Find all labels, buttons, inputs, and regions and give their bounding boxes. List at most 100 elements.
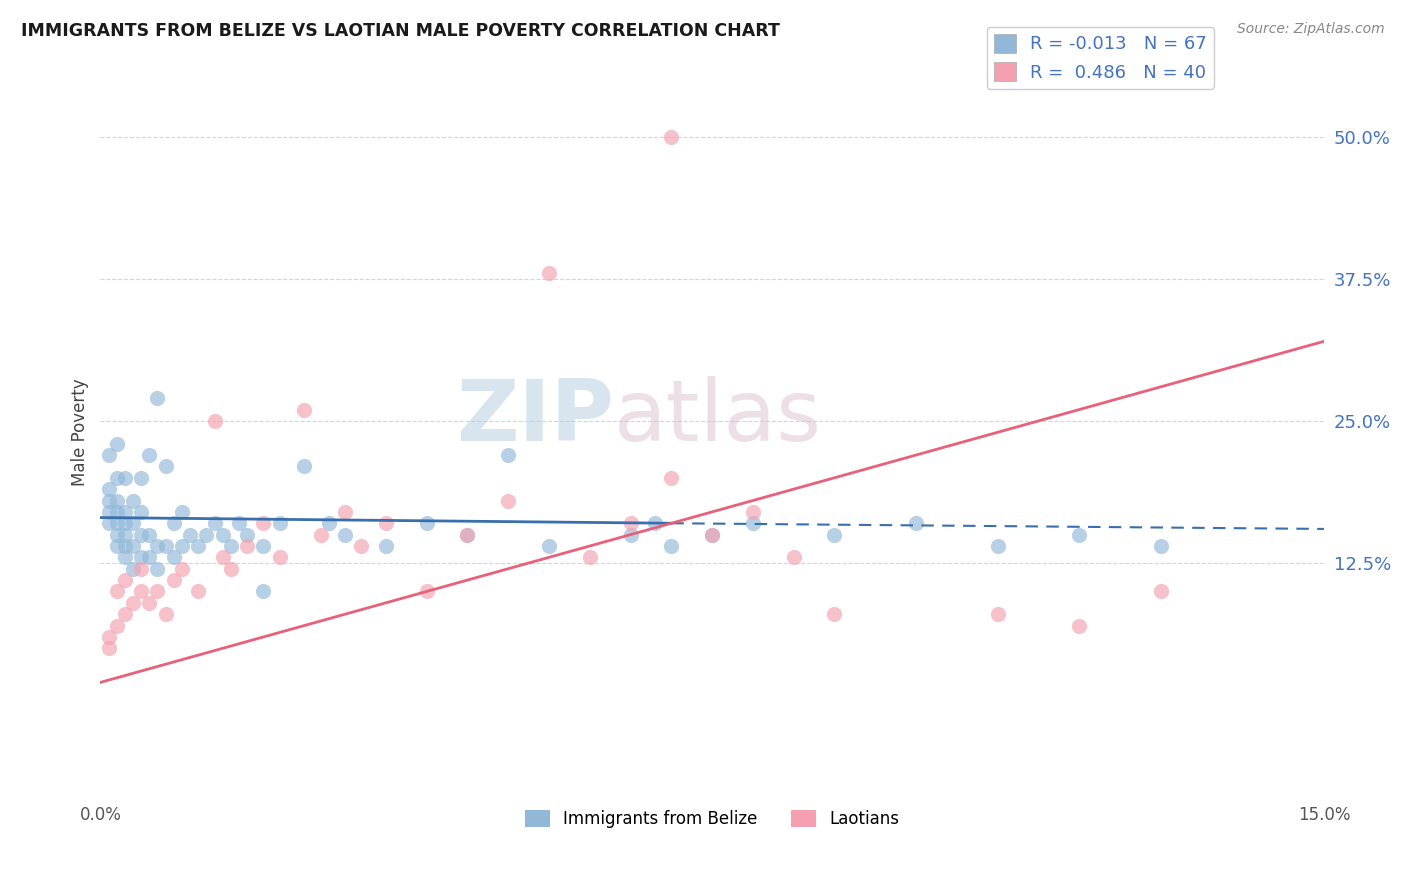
Immigrants from Belize <box>146 562 169 576</box>
Text: atlas: atlas <box>614 376 823 459</box>
Laotians <box>374 516 396 531</box>
Immigrants from Belize <box>114 539 136 553</box>
Immigrants from Belize <box>155 459 177 474</box>
Laotians <box>415 584 437 599</box>
Laotians <box>122 596 145 610</box>
Laotians <box>211 550 233 565</box>
Laotians <box>219 562 242 576</box>
Immigrants from Belize <box>97 505 120 519</box>
Immigrants from Belize <box>456 527 478 541</box>
Immigrants from Belize <box>97 448 120 462</box>
Immigrants from Belize <box>187 539 209 553</box>
Immigrants from Belize <box>122 539 145 553</box>
Laotians <box>204 414 226 428</box>
Immigrants from Belize <box>163 550 186 565</box>
Immigrants from Belize <box>122 493 145 508</box>
Immigrants from Belize <box>129 550 152 565</box>
Immigrants from Belize <box>114 550 136 565</box>
Laotians <box>659 471 682 485</box>
Legend: Immigrants from Belize, Laotians: Immigrants from Belize, Laotians <box>519 804 905 835</box>
Immigrants from Belize <box>114 471 136 485</box>
Immigrants from Belize <box>269 516 291 531</box>
Laotians <box>163 573 186 587</box>
Immigrants from Belize <box>195 527 218 541</box>
Immigrants from Belize <box>146 539 169 553</box>
Immigrants from Belize <box>700 527 723 541</box>
Immigrants from Belize <box>1069 527 1091 541</box>
Immigrants from Belize <box>292 459 315 474</box>
Immigrants from Belize <box>179 527 201 541</box>
Laotians <box>824 607 846 622</box>
Immigrants from Belize <box>905 516 928 531</box>
Immigrants from Belize <box>114 516 136 531</box>
Laotians <box>1150 584 1173 599</box>
Immigrants from Belize <box>105 505 128 519</box>
Laotians <box>114 573 136 587</box>
Laotians <box>333 505 356 519</box>
Immigrants from Belize <box>114 527 136 541</box>
Laotians <box>578 550 600 565</box>
Immigrants from Belize <box>824 527 846 541</box>
Laotians <box>236 539 259 553</box>
Immigrants from Belize <box>644 516 666 531</box>
Immigrants from Belize <box>138 448 160 462</box>
Laotians <box>187 584 209 599</box>
Immigrants from Belize <box>619 527 641 541</box>
Y-axis label: Male Poverty: Male Poverty <box>72 378 89 486</box>
Immigrants from Belize <box>333 527 356 541</box>
Immigrants from Belize <box>415 516 437 531</box>
Immigrants from Belize <box>741 516 763 531</box>
Laotians <box>659 129 682 144</box>
Immigrants from Belize <box>155 539 177 553</box>
Immigrants from Belize <box>129 527 152 541</box>
Immigrants from Belize <box>228 516 250 531</box>
Laotians <box>170 562 193 576</box>
Text: Source: ZipAtlas.com: Source: ZipAtlas.com <box>1237 22 1385 37</box>
Laotians <box>309 527 332 541</box>
Immigrants from Belize <box>163 516 186 531</box>
Laotians <box>105 584 128 599</box>
Laotians <box>456 527 478 541</box>
Laotians <box>619 516 641 531</box>
Immigrants from Belize <box>105 539 128 553</box>
Laotians <box>700 527 723 541</box>
Laotians <box>155 607 177 622</box>
Text: IMMIGRANTS FROM BELIZE VS LAOTIAN MALE POVERTY CORRELATION CHART: IMMIGRANTS FROM BELIZE VS LAOTIAN MALE P… <box>21 22 780 40</box>
Immigrants from Belize <box>219 539 242 553</box>
Immigrants from Belize <box>170 505 193 519</box>
Immigrants from Belize <box>97 516 120 531</box>
Immigrants from Belize <box>146 391 169 405</box>
Laotians <box>252 516 274 531</box>
Immigrants from Belize <box>138 527 160 541</box>
Immigrants from Belize <box>211 527 233 541</box>
Immigrants from Belize <box>537 539 560 553</box>
Laotians <box>741 505 763 519</box>
Laotians <box>1069 618 1091 632</box>
Laotians <box>114 607 136 622</box>
Laotians <box>97 641 120 656</box>
Immigrants from Belize <box>252 539 274 553</box>
Immigrants from Belize <box>122 562 145 576</box>
Immigrants from Belize <box>318 516 340 531</box>
Immigrants from Belize <box>105 493 128 508</box>
Laotians <box>350 539 373 553</box>
Immigrants from Belize <box>105 471 128 485</box>
Immigrants from Belize <box>129 505 152 519</box>
Laotians <box>129 562 152 576</box>
Immigrants from Belize <box>374 539 396 553</box>
Immigrants from Belize <box>105 516 128 531</box>
Immigrants from Belize <box>496 448 519 462</box>
Laotians <box>138 596 160 610</box>
Immigrants from Belize <box>252 584 274 599</box>
Immigrants from Belize <box>204 516 226 531</box>
Laotians <box>987 607 1010 622</box>
Laotians <box>537 266 560 280</box>
Laotians <box>146 584 169 599</box>
Immigrants from Belize <box>1150 539 1173 553</box>
Immigrants from Belize <box>987 539 1010 553</box>
Immigrants from Belize <box>105 436 128 450</box>
Immigrants from Belize <box>122 516 145 531</box>
Laotians <box>269 550 291 565</box>
Laotians <box>129 584 152 599</box>
Immigrants from Belize <box>138 550 160 565</box>
